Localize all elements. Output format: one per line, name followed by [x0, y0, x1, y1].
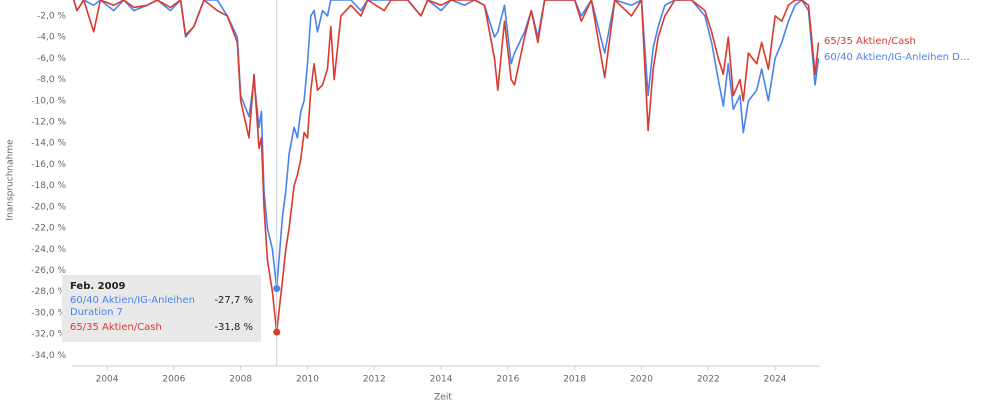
- x-tick-label: 2004: [96, 375, 119, 385]
- tooltip-marker: [273, 328, 281, 336]
- plot-lines: [72, 0, 820, 333]
- y-tick-label: -20,0 %: [31, 202, 66, 212]
- y-tick-label: -12,0 %: [31, 118, 66, 128]
- x-tick-label: 2006: [162, 375, 185, 385]
- tooltip-marker: [273, 285, 281, 293]
- tooltip-value: -27,7 %: [214, 295, 253, 306]
- y-tick-label: -22,0 %: [31, 224, 66, 234]
- tooltip: Feb. 2009 60/40 Aktien/IG-Anleihen Durat…: [62, 275, 261, 342]
- x-tick-label: 2008: [229, 375, 252, 385]
- x-tick-label: 2024: [764, 375, 787, 385]
- tooltip-row: 65/35 Aktien/Cash -31,8 %: [70, 322, 253, 334]
- y-tick-label: -14,0 %: [31, 139, 66, 149]
- tooltip-title: Feb. 2009: [70, 281, 126, 292]
- y-tick-label: -24,0 %: [31, 245, 66, 255]
- tooltip-value: -31,8 %: [214, 322, 253, 333]
- y-tick-label: -18,0 %: [31, 181, 66, 191]
- series-line: [72, 0, 820, 333]
- x-tick-label: 2020: [630, 375, 653, 385]
- y-tick-label: -32,0 %: [31, 330, 66, 340]
- x-tick-label: 2012: [363, 375, 386, 385]
- x-tick-label: 2022: [697, 375, 720, 385]
- y-tick-label: -30,0 %: [31, 308, 66, 318]
- x-tick-label: 2010: [296, 375, 319, 385]
- y-tick-label: -34,0 %: [31, 351, 66, 361]
- tooltip-row: 60/40 Aktien/IG-Anleihen Duration 7 -27,7…: [70, 295, 253, 319]
- series-end-label: 60/40 Aktien/IG-Anleihen Duration 7: [824, 52, 974, 64]
- tooltip-series-name: 60/40 Aktien/IG-Anleihen Duration 7: [70, 295, 195, 318]
- x-axis-title: Zeit: [434, 393, 452, 403]
- series-line: [72, 0, 820, 290]
- y-tick-label: -6,0 %: [37, 54, 66, 64]
- y-axis-title: Inanspruchnahme: [6, 139, 16, 221]
- y-tick-label: -4,0 %: [37, 33, 66, 43]
- y-tick-label: -8,0 %: [37, 75, 66, 85]
- y-tick-label: -10,0 %: [31, 96, 66, 106]
- series-end-label: 65/35 Aktien/Cash: [824, 36, 916, 48]
- y-tick-label: -28,0 %: [31, 287, 66, 297]
- tooltip-series-name: 65/35 Aktien/Cash: [70, 322, 162, 333]
- y-tick-label: -16,0 %: [31, 160, 66, 170]
- y-tick-label: -2,0 %: [37, 11, 66, 21]
- x-tick-label: 2018: [563, 375, 586, 385]
- x-tick-label: 2014: [430, 375, 453, 385]
- x-tick-label: 2016: [496, 375, 519, 385]
- y-tick-label: -26,0 %: [31, 266, 66, 276]
